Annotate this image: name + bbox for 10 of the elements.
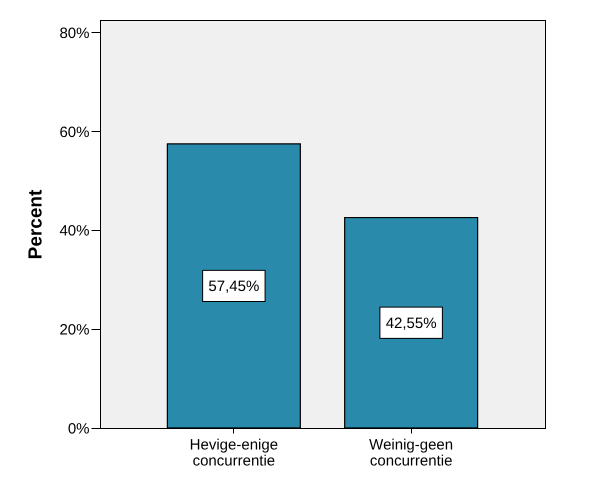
y-tick-label: 80% — [59, 24, 90, 42]
y-axis-title: Percent — [25, 188, 46, 260]
y-tick-label: 0% — [68, 420, 90, 438]
y-tick-label: 60% — [59, 124, 90, 141]
y-tick-label: 20% — [59, 322, 90, 339]
y-tick-label: 40% — [59, 222, 90, 240]
x-tick-label: Hevige-enige concurrentie — [190, 436, 278, 470]
data-label: 57,45% — [208, 278, 260, 295]
data-label: 42,55% — [386, 314, 437, 332]
x-tick-label: Weinig-geen concurrentie — [369, 436, 454, 470]
